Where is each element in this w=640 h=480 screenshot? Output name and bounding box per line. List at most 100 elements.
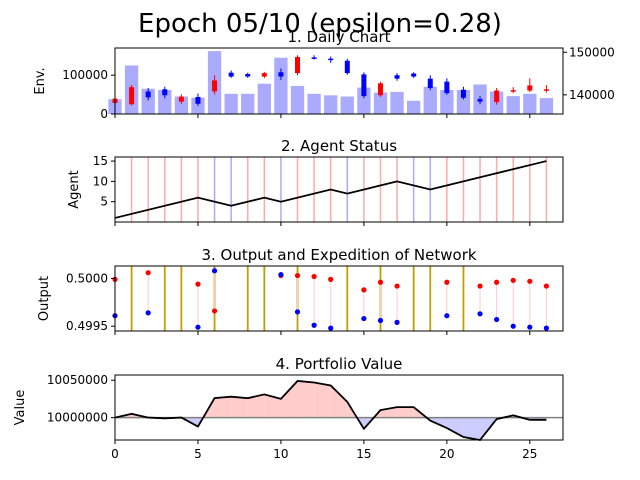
- volume-bar: [158, 89, 172, 114]
- output-point-blue: [294, 309, 301, 315]
- portfolio-gain-area: [297, 380, 315, 418]
- output-point-blue: [195, 324, 201, 330]
- panel-2-ytick-label: 15: [93, 154, 108, 168]
- volume-bar: [539, 98, 554, 114]
- volume-bar: [174, 96, 189, 114]
- panel-3-frame: [114, 265, 564, 332]
- panel-4-frame: [114, 374, 564, 441]
- panel-1-ytick-label-right: 140000: [569, 88, 615, 102]
- output-point-blue: [494, 316, 500, 323]
- output-point-blue: [444, 313, 450, 319]
- candle-body: [212, 80, 218, 92]
- output-point-blue: [510, 323, 516, 329]
- portfolio-gain-area: [231, 396, 248, 418]
- panel-4-xtick-label: 25: [522, 447, 537, 461]
- volume-bar: [523, 93, 537, 114]
- volume-bar: [407, 100, 421, 114]
- candle-body: [543, 89, 549, 91]
- candle-body: [261, 73, 267, 77]
- volume-bar: [290, 86, 305, 114]
- candle-body: [344, 60, 350, 74]
- portfolio-loss-area: [463, 417, 481, 440]
- panel-2-title: 2. Agent Status: [281, 137, 397, 155]
- panel-1-title: 1. Daily Chart: [287, 28, 390, 46]
- candle-body: [245, 73, 251, 77]
- portfolio-value-line: [114, 380, 547, 441]
- portfolio-loss-area: [446, 417, 464, 438]
- volume-bar: [274, 57, 288, 114]
- output-point-red: [543, 283, 550, 289]
- agent-status-line: [114, 160, 547, 219]
- panel-2-frame: [114, 156, 564, 223]
- candle-body: [427, 78, 433, 89]
- panel-1-ytick-label: 0: [100, 107, 108, 121]
- panel-4-ytick-label: 10050000: [47, 373, 108, 387]
- output-point-red: [394, 283, 400, 289]
- volume-bar: [456, 89, 471, 114]
- panel-2-ylabel: Agent: [67, 170, 82, 208]
- volume-bar: [357, 87, 371, 114]
- volume-bar: [340, 96, 354, 114]
- candle-body: [145, 91, 151, 98]
- output-point-red: [510, 277, 516, 283]
- panel-1-ytick-label: 100000: [62, 68, 108, 82]
- candle-body: [295, 56, 301, 74]
- volume-bar: [390, 91, 404, 114]
- volume-bar: [506, 96, 520, 114]
- portfolio-gain-area: [330, 385, 348, 418]
- output-point-red: [477, 283, 483, 289]
- panel-4-title: 4. Portfolio Value: [276, 355, 403, 373]
- volume-bar: [440, 89, 454, 114]
- volume-bar: [307, 93, 321, 114]
- output-point-blue: [145, 310, 151, 316]
- candle-body: [377, 83, 383, 96]
- output-point-blue: [278, 272, 284, 278]
- volume-bar: [141, 88, 155, 114]
- candle-body: [162, 89, 168, 96]
- panel-3-ylabel: Output: [37, 276, 52, 321]
- panel-2-ytick-label: 5: [100, 195, 108, 209]
- output-point-red: [444, 279, 450, 285]
- candle-body: [129, 87, 135, 105]
- portfolio-gain-area: [214, 396, 232, 418]
- candle-body: [361, 74, 367, 97]
- output-point-blue: [328, 325, 334, 331]
- panel-4-xtick-label: 0: [111, 447, 119, 461]
- output-point-blue: [394, 319, 400, 325]
- candle-body: [328, 58, 334, 61]
- volume-bar: [257, 83, 271, 114]
- volume-bar: [324, 95, 338, 114]
- portfolio-gain-area: [314, 382, 331, 418]
- portfolio-gain-area: [247, 394, 265, 418]
- portfolio-gain-area: [280, 380, 298, 418]
- output-point-blue: [361, 315, 367, 322]
- output-point-red: [211, 308, 218, 314]
- volume-bar: [423, 86, 437, 114]
- portfolio-gain-area: [397, 407, 414, 418]
- volume-bar: [241, 93, 255, 114]
- panel-4-ylabel: Value: [13, 390, 28, 426]
- output-point-blue: [477, 311, 483, 317]
- panel-1-ylabel: Env.: [33, 67, 48, 94]
- candle-body: [527, 85, 533, 91]
- candle-body: [477, 99, 483, 102]
- panel-4-xtick-label: 5: [194, 447, 202, 461]
- panel-4-ytick-label: 10000000: [47, 411, 108, 425]
- output-point-red: [195, 281, 201, 287]
- candle-body: [494, 90, 500, 103]
- candle-body: [411, 73, 417, 77]
- panel-4-xtick-label: 20: [439, 447, 454, 461]
- panel-3-ytick-label: 0.5000: [66, 271, 108, 285]
- candle-body: [460, 89, 466, 98]
- output-point-red: [494, 279, 500, 285]
- candle-body: [278, 72, 284, 77]
- candle-body: [178, 96, 184, 102]
- output-point-red: [377, 279, 384, 285]
- candle-body: [195, 96, 201, 104]
- panel-3-ytick-label: 0.4995: [66, 319, 108, 333]
- panel-3-title: 3. Output and Expedition of Network: [201, 246, 476, 264]
- output-point-red: [527, 278, 533, 284]
- candle-body: [444, 81, 450, 94]
- candle-body: [228, 72, 234, 77]
- panel-1-frame: [114, 47, 564, 115]
